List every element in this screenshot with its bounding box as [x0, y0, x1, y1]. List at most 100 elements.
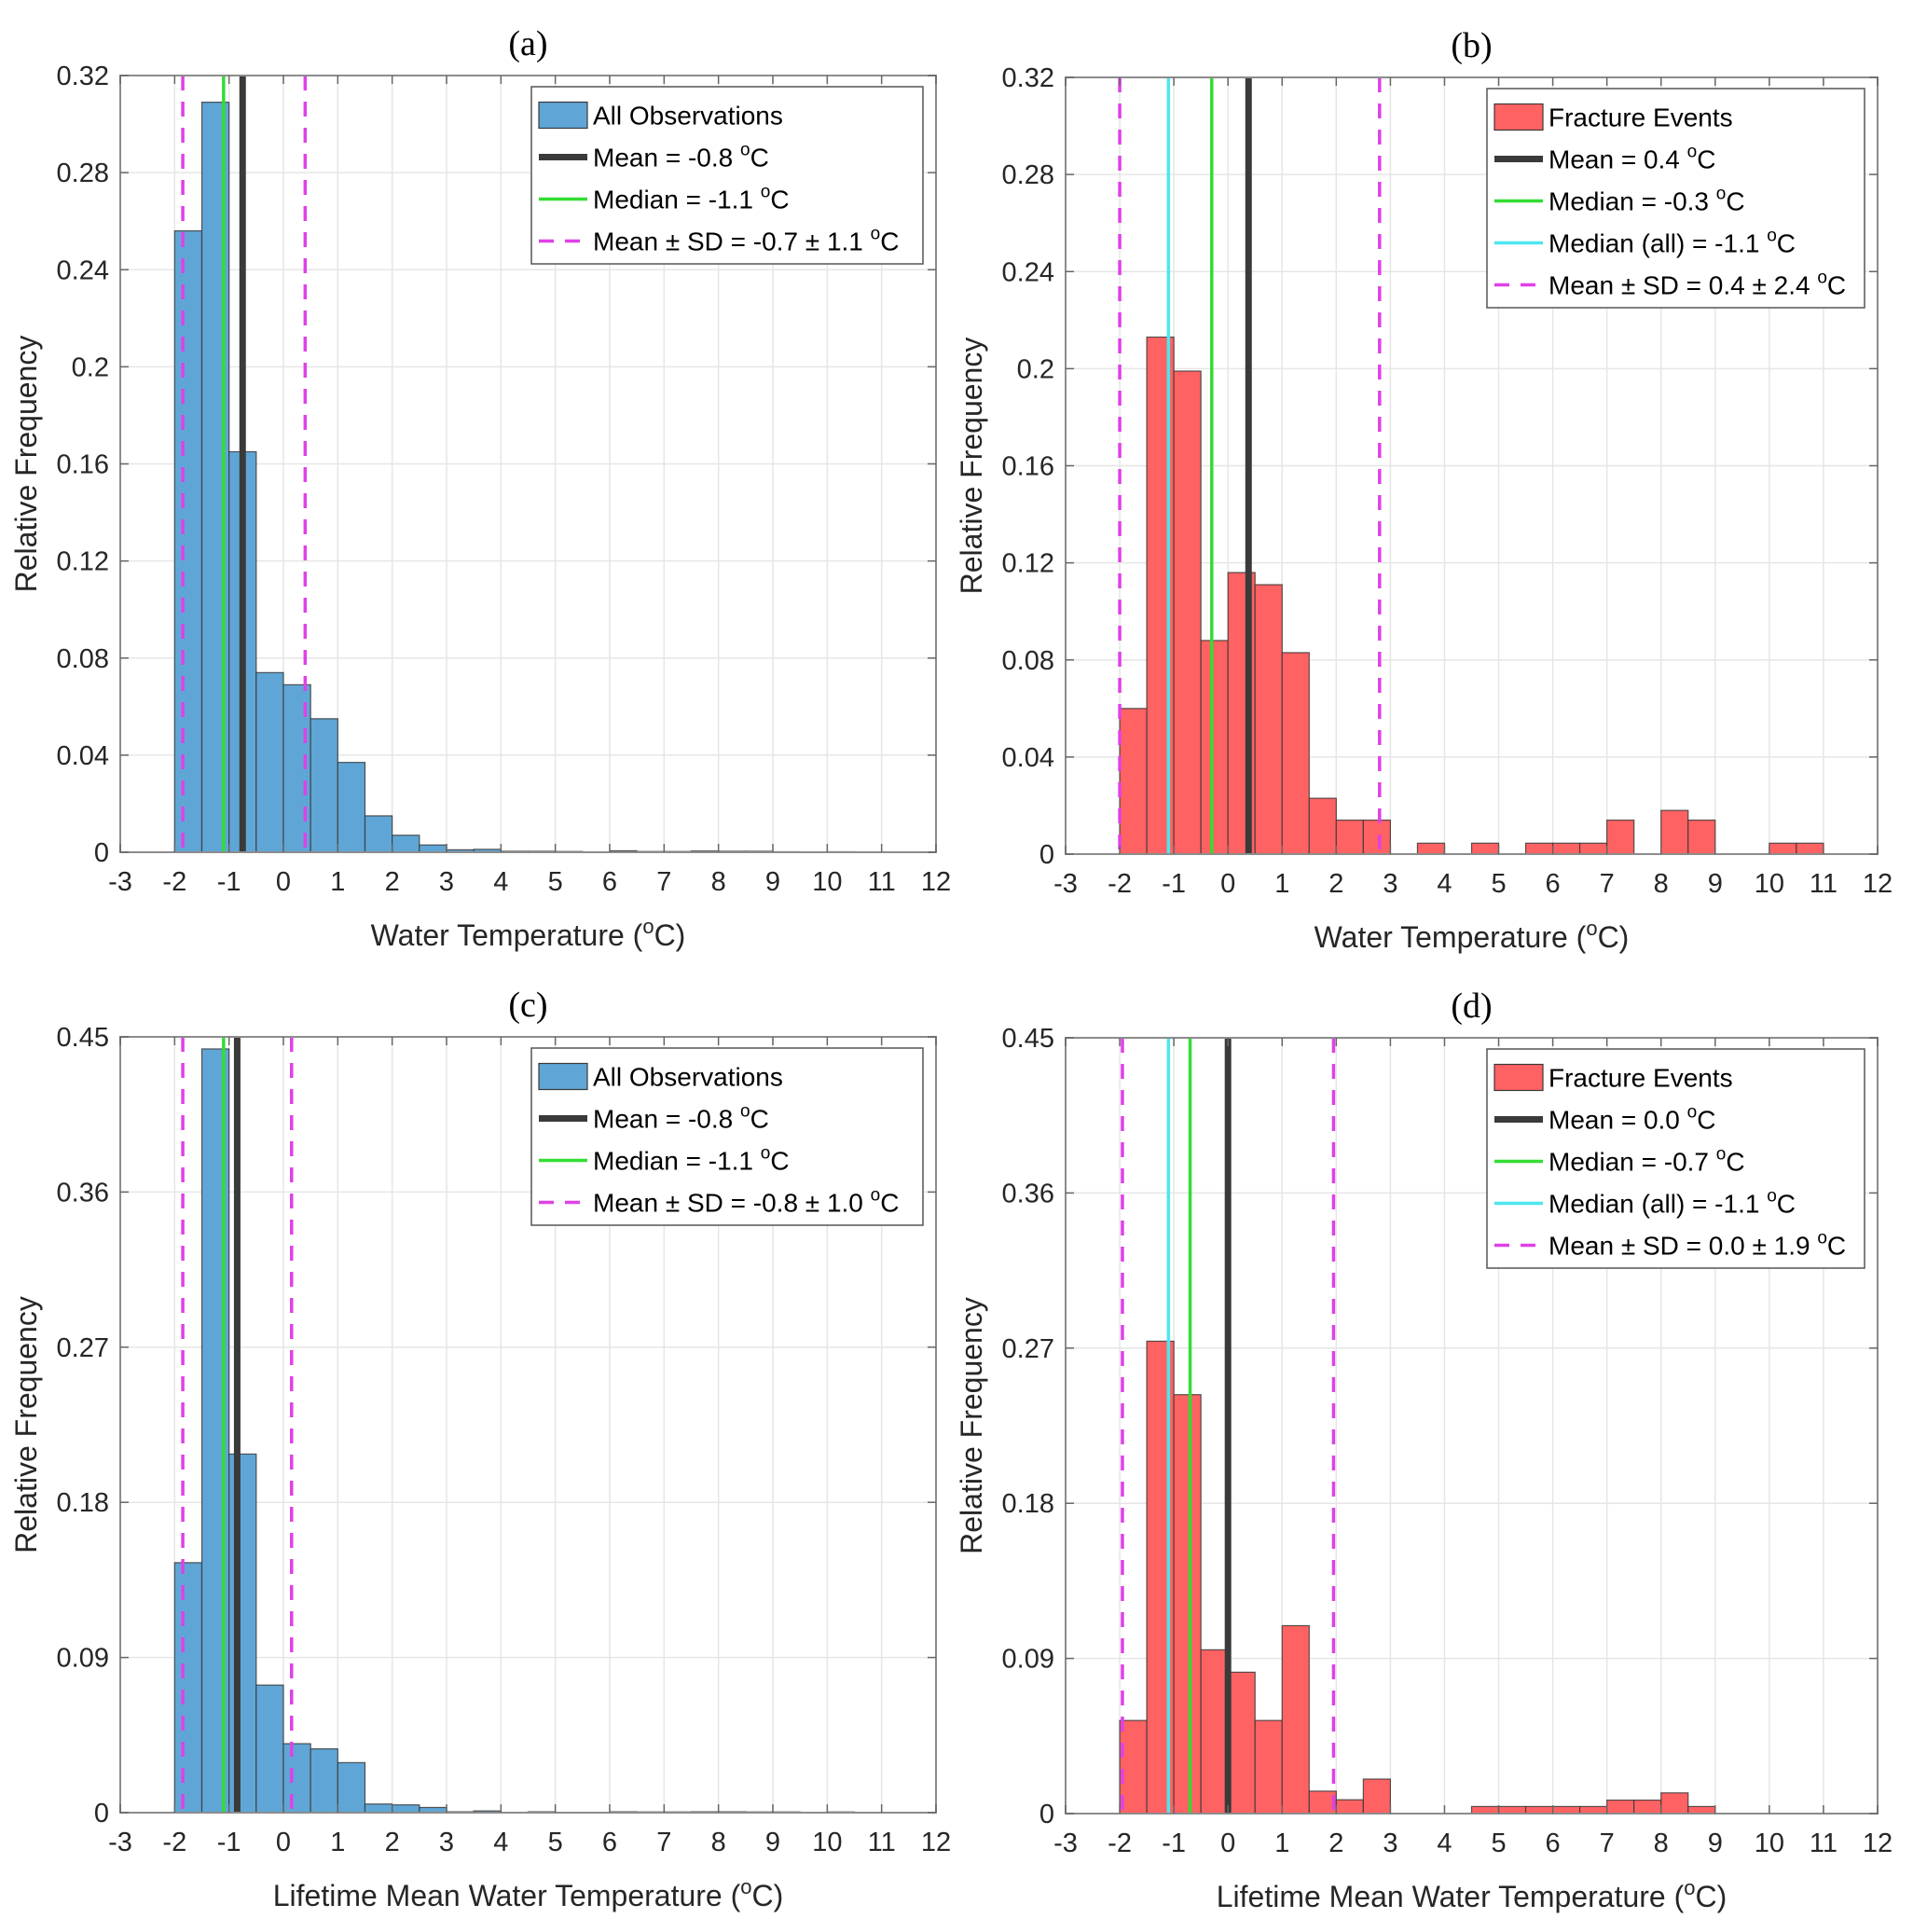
- x-tick-label: -3: [1053, 1828, 1078, 1858]
- histogram-bar: [392, 1804, 420, 1814]
- legend-label-sup: o: [1817, 269, 1827, 288]
- x-tick-label: -1: [217, 867, 241, 897]
- histogram-bar: [228, 1453, 257, 1814]
- legend-label-text: Mean = 0.0: [1548, 1106, 1687, 1135]
- legend-label-text: All Observations: [593, 1063, 783, 1092]
- y-tick-label: 0.12: [1002, 549, 1054, 579]
- histogram-bar: [1796, 842, 1824, 855]
- panel-d: -3 -2 -1 0 1 2 3 4 5 6 7 8 9 10 11 1200.090.180.270.360…: [955, 987, 1893, 1913]
- x-axis-label-text: Water Temperature (: [371, 918, 643, 952]
- x-tick-label: -3: [1053, 869, 1078, 899]
- legend-swatch-bar: [538, 101, 588, 130]
- y-tick-label: 0.08: [1002, 646, 1054, 676]
- panel-c: -3 -2 -1 0 1 2 3 4 5 6 7 8 9 10 11 1200.090.180.270.360…: [9, 986, 951, 1912]
- legend-label-unit: C: [770, 1147, 789, 1176]
- x-tick-label: 9: [765, 867, 780, 897]
- histogram-bar: [255, 1684, 284, 1814]
- x-tick-label: -2: [1108, 1828, 1132, 1858]
- legend-label-unit: C: [750, 1105, 769, 1134]
- y-tick-label: 0.24: [1002, 257, 1054, 287]
- panel-title: (a): [508, 24, 547, 63]
- x-tick-label: -2: [162, 1828, 186, 1857]
- legend-label-sup: o: [871, 225, 881, 244]
- x-tick-label: 2: [385, 1828, 400, 1857]
- x-tick-label: 2: [385, 867, 400, 897]
- legend-label-sup: o: [740, 1102, 750, 1122]
- histogram-bar: [1606, 1799, 1635, 1815]
- legend-label-unit: C: [1827, 271, 1846, 300]
- legend-label: All Observations: [593, 1063, 783, 1092]
- y-axis-label: Relative Frequency: [955, 338, 988, 595]
- x-tick-label: 4: [1437, 869, 1452, 899]
- legend-label-sup: o: [1716, 185, 1727, 204]
- x-axis-label-text: Lifetime Mean Water Temperature (: [273, 1879, 741, 1912]
- x-tick-label: 11: [868, 867, 896, 897]
- x-axis-label: Water Temperature (oC): [371, 915, 686, 952]
- histogram-bar: [1660, 1792, 1689, 1815]
- histogram-bar: [282, 1743, 311, 1814]
- x-tick-label: 5: [548, 867, 563, 897]
- legend-label: Median (all) = -1.1 oC: [1548, 227, 1796, 258]
- histogram-bar: [255, 671, 284, 853]
- x-axis: -3 -2 -1 0 1 2 3 4 5 6 7 8 9 10 11 12: [108, 1037, 951, 1857]
- y-tick-label: 0.2: [1017, 354, 1054, 384]
- legend-label-sup: o: [1817, 1229, 1827, 1249]
- y-tick-label: 0.08: [57, 644, 109, 674]
- x-axis-label-unit: C): [654, 918, 686, 952]
- legend-box: [1486, 1048, 1865, 1269]
- y-tick-label: 0.32: [1002, 63, 1054, 93]
- x-tick-label: 3: [439, 1828, 454, 1857]
- legend-label-unit: C: [750, 144, 769, 172]
- histogram-bar: [1524, 842, 1554, 855]
- x-axis-label: Lifetime Mean Water Temperature (oC): [1217, 1876, 1727, 1913]
- histogram-bar: [1227, 1671, 1256, 1815]
- legend-label: Median (all) = -1.1 oC: [1548, 1187, 1796, 1219]
- legend-label-unit: C: [880, 1189, 899, 1218]
- x-tick-label: 8: [1654, 1828, 1669, 1858]
- y-tick-label: 0.27: [1002, 1334, 1054, 1364]
- legend-label-unit: C: [880, 228, 899, 256]
- legend-label: All Observations: [593, 102, 783, 131]
- legend-box: [530, 1047, 924, 1226]
- legend-label-unit: C: [1777, 1190, 1796, 1219]
- legend-label-text: Median (all) = -1.1: [1548, 1190, 1767, 1219]
- legend-label: Mean = -0.8 oC: [593, 1102, 769, 1134]
- histogram-bar: [1335, 1799, 1364, 1815]
- y-tick-label: 0: [1039, 1800, 1054, 1829]
- legend-label-unit: C: [1697, 1106, 1715, 1135]
- x-tick-label: 12: [1863, 869, 1893, 899]
- histogram-bar: [1308, 797, 1337, 855]
- legend-label-unit: C: [770, 186, 789, 214]
- y-tick-label: 0.18: [57, 1488, 109, 1518]
- histogram-bar: [173, 1562, 203, 1814]
- x-tick-label: 6: [1546, 869, 1561, 899]
- bars: [1119, 1340, 1716, 1815]
- panel-a: -3 -2 -1 0 1 2 3 4 5 6 7 8 9 10 11 1200.040.080.120.160…: [9, 24, 951, 952]
- histogram-bar: [173, 230, 203, 853]
- x-tick-label: 2: [1328, 1828, 1343, 1858]
- histogram-bar: [1281, 1624, 1310, 1815]
- legend-label-unit: C: [1827, 1232, 1846, 1261]
- x-tick-label: 9: [1708, 1828, 1723, 1858]
- histogram-bar: [1497, 1805, 1527, 1815]
- x-axis-label: Water Temperature (oC): [1314, 917, 1630, 954]
- x-tick-label: 6: [602, 867, 617, 897]
- legend-label-unit: C: [1726, 187, 1744, 216]
- legend-label-text: Mean ± SD = 0.4 ± 2.4: [1548, 271, 1817, 300]
- x-axis: -3 -2 -1 0 1 2 3 4 5 6 7 8 9 10 11 12: [1053, 1038, 1893, 1858]
- legend-label-text: Median (all) = -1.1: [1548, 229, 1767, 258]
- x-tick-label: 1: [1274, 869, 1289, 899]
- x-tick-label: -1: [1162, 1828, 1186, 1858]
- legend-label: Mean = 0.4 oC: [1548, 143, 1715, 174]
- x-axis-label-unit: C): [1696, 1880, 1727, 1913]
- histogram-bar: [1200, 640, 1229, 855]
- legend-label: Mean ± SD = 0.4 ± 2.4 oC: [1548, 269, 1846, 300]
- histogram-bar: [1579, 1805, 1608, 1815]
- x-tick-label: 0: [1220, 869, 1235, 899]
- legend-label-sup: o: [761, 1144, 771, 1164]
- y-tick-label: 0.45: [1002, 1024, 1054, 1054]
- legend-label: Mean = 0.0 oC: [1548, 1103, 1715, 1135]
- legend-label: Median = -0.7 oC: [1548, 1145, 1745, 1177]
